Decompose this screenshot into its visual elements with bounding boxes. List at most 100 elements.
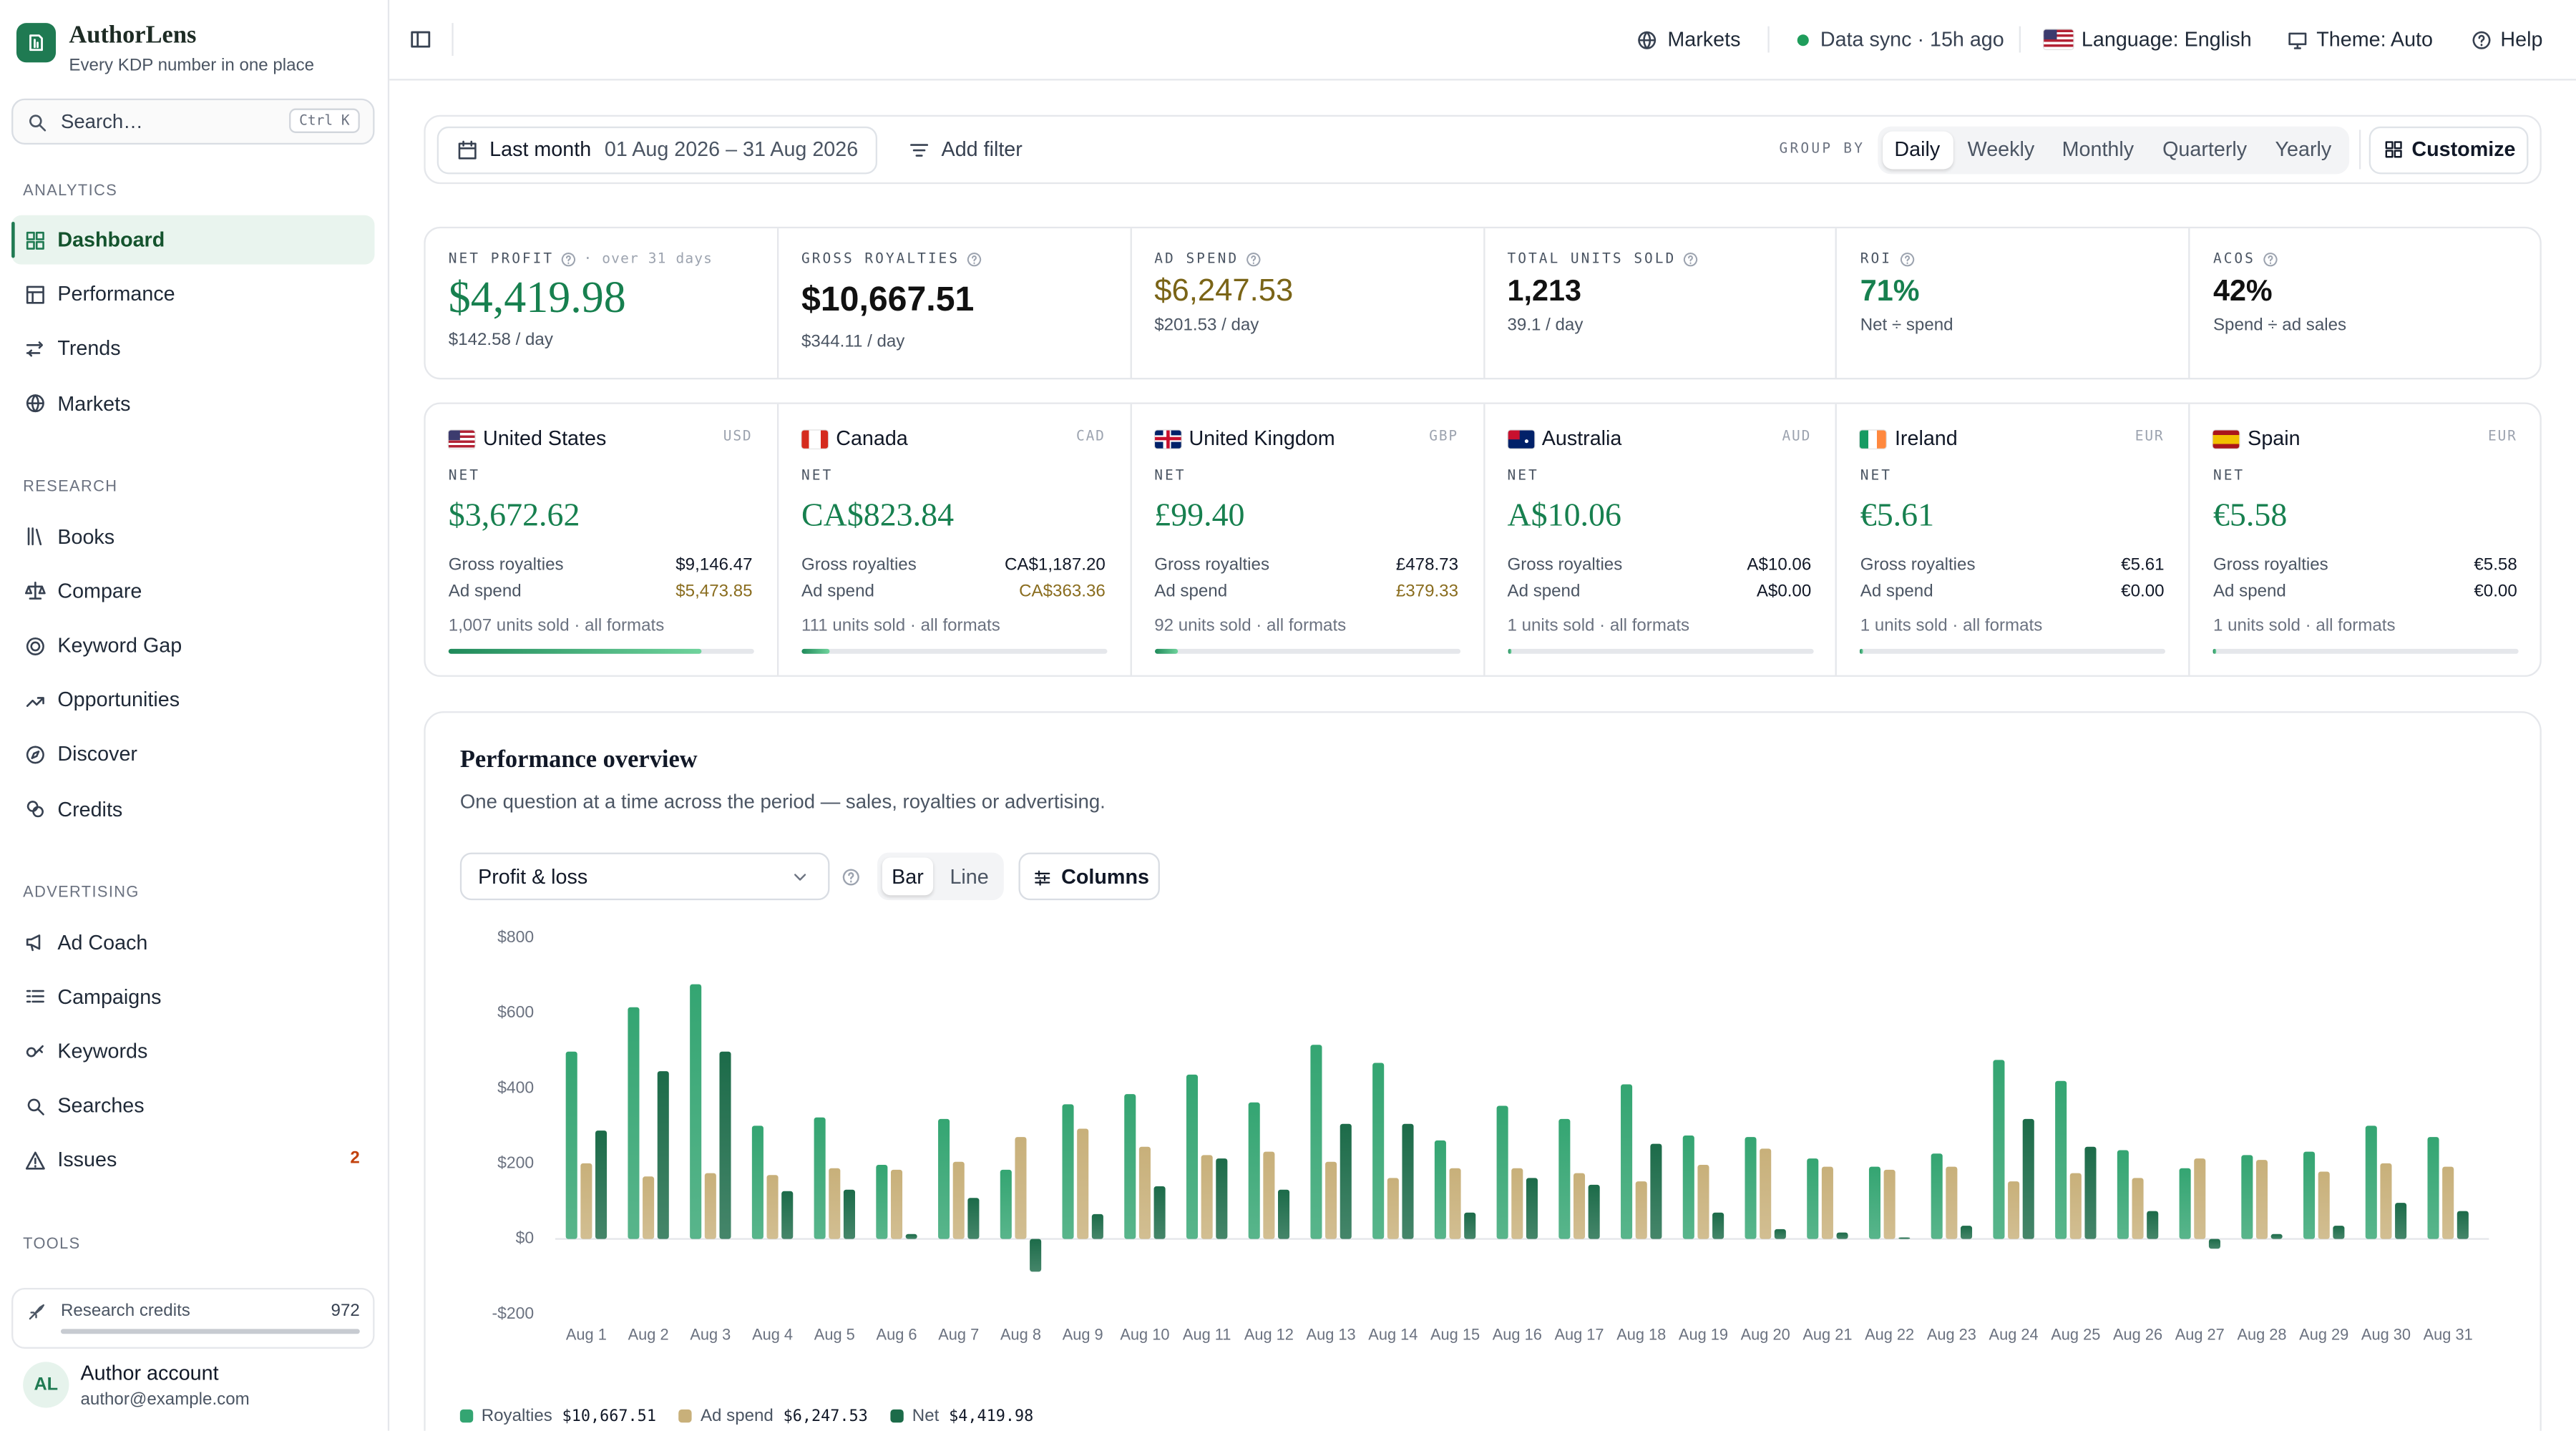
- group-by-option[interactable]: Yearly: [2275, 137, 2332, 162]
- bar: [1821, 1166, 1833, 1239]
- bar: [829, 1168, 841, 1239]
- bar: [719, 1051, 731, 1239]
- group-by-option[interactable]: Monthly: [2062, 137, 2135, 162]
- nav-active-bg[interactable]: [11, 215, 375, 265]
- x-tick-label: Aug 25: [2051, 1325, 2100, 1343]
- x-tick-label: Aug 17: [1554, 1325, 1604, 1343]
- icon: [24, 1151, 44, 1170]
- icon: [562, 253, 576, 267]
- icon: [25, 746, 44, 764]
- divider: [1835, 228, 1838, 378]
- icon-path: [29, 1304, 45, 1321]
- credits-card[interactable]: [11, 1288, 375, 1349]
- bar: [2303, 1151, 2316, 1239]
- nav-item[interactable]: Ad Coach: [57, 930, 148, 954]
- icon-path: [26, 1098, 44, 1115]
- topbar-border: [389, 79, 2576, 81]
- icon: [909, 143, 927, 156]
- bar: [1883, 1169, 1896, 1239]
- nav-item[interactable]: Discover: [57, 743, 137, 766]
- y-tick-label: -$200: [492, 1304, 535, 1322]
- nav-item[interactable]: Compare: [57, 579, 142, 603]
- bar: [1263, 1151, 1275, 1239]
- legend-name[interactable]: Net: [912, 1406, 940, 1426]
- icon: [25, 696, 44, 707]
- bar: [2380, 1163, 2392, 1239]
- topbar-language[interactable]: Language: English: [2081, 28, 2252, 52]
- bar: [843, 1189, 855, 1239]
- kpi-sub: $142.58 / day: [448, 329, 553, 349]
- divider: [776, 404, 779, 675]
- divider: [1129, 228, 1132, 378]
- icon: [26, 1098, 44, 1115]
- shortcut-key: [289, 108, 360, 133]
- group-by-option[interactable]: Daily: [1894, 137, 1941, 162]
- market-ad-label: Ad spend: [2212, 580, 2286, 601]
- filter-bar: [424, 114, 2542, 185]
- bar: [1573, 1173, 1586, 1239]
- icon-path: [842, 869, 859, 886]
- nav-item[interactable]: Keyword Gap: [57, 634, 182, 658]
- x-tick-label: Aug 11: [1183, 1325, 1231, 1343]
- nav-item[interactable]: Markets: [57, 391, 131, 415]
- bar: [1015, 1137, 1027, 1239]
- flag: [2044, 29, 2074, 49]
- market-country: United Kingdom: [1189, 426, 1335, 451]
- nav-item[interactable]: Issues: [57, 1148, 117, 1172]
- market-currency: AUD: [1782, 429, 1812, 446]
- bar: [967, 1198, 980, 1239]
- nav-item[interactable]: Keywords: [57, 1040, 148, 1063]
- icon: [1900, 253, 1914, 267]
- market-ad-label: Ad spend: [1154, 580, 1228, 601]
- icon: [967, 253, 982, 267]
- x-tick-label: Aug 4: [752, 1325, 793, 1343]
- bar: [1000, 1169, 1012, 1239]
- nav-item[interactable]: Performance: [57, 283, 175, 306]
- customize-button[interactable]: [2368, 126, 2529, 175]
- bar: [2457, 1211, 2469, 1239]
- metric-select[interactable]: [459, 852, 830, 901]
- date-range-button[interactable]: [436, 126, 878, 175]
- brand-tagline: Every KDP number in one place: [69, 54, 315, 75]
- x-tick-label: Aug 5: [814, 1325, 855, 1343]
- add-filter[interactable]: Add filter: [941, 137, 1023, 162]
- market-net: CA$823.84: [801, 497, 955, 534]
- nav-item[interactable]: Searches: [57, 1094, 145, 1118]
- group-by-option[interactable]: Weekly: [1967, 137, 2035, 162]
- account-name[interactable]: Author account: [80, 1362, 219, 1385]
- icon: [29, 1304, 45, 1321]
- legend-name[interactable]: Ad spend: [700, 1406, 774, 1426]
- flag: [1507, 430, 1534, 449]
- performance-panel: [424, 711, 2542, 1431]
- credits-bar: [60, 1329, 360, 1335]
- view-option[interactable]: Bar: [892, 865, 924, 889]
- bar: [2179, 1168, 2191, 1239]
- date-range-dates: 01 Aug 2026 – 31 Aug 2026: [604, 137, 859, 162]
- columns-button[interactable]: [1018, 852, 1160, 901]
- nav-item[interactable]: Credits: [57, 797, 123, 821]
- legend-swatch: [890, 1409, 904, 1423]
- nav-item[interactable]: Trends: [57, 337, 121, 361]
- view-option[interactable]: Line: [950, 865, 989, 889]
- nav-item[interactable]: Dashboard: [57, 228, 165, 252]
- topbar-help[interactable]: Help: [2500, 28, 2543, 52]
- legend-name[interactable]: Royalties: [481, 1406, 552, 1426]
- nav-item[interactable]: Opportunities: [57, 688, 180, 712]
- market-gross: €5.61: [2121, 554, 2165, 575]
- bar: [1682, 1135, 1694, 1239]
- nav-item[interactable]: Books: [57, 524, 115, 548]
- icon: [28, 114, 46, 131]
- market-currency: EUR: [2135, 429, 2165, 446]
- bar: [1621, 1084, 1633, 1239]
- kpi-note: · over 31 days: [583, 251, 713, 268]
- group-by-option[interactable]: Quarterly: [2162, 137, 2248, 162]
- topbar-markets[interactable]: Markets: [1667, 28, 1741, 52]
- bar: [2255, 1160, 2268, 1239]
- market-ad-label: Ad spend: [448, 580, 522, 601]
- icon-path: [28, 114, 46, 131]
- bar: [1712, 1212, 1724, 1239]
- icon: [26, 801, 43, 818]
- topbar-theme[interactable]: Theme: Auto: [2316, 28, 2433, 52]
- nav-item[interactable]: Campaigns: [57, 985, 162, 1009]
- status-dot: [1797, 34, 1809, 47]
